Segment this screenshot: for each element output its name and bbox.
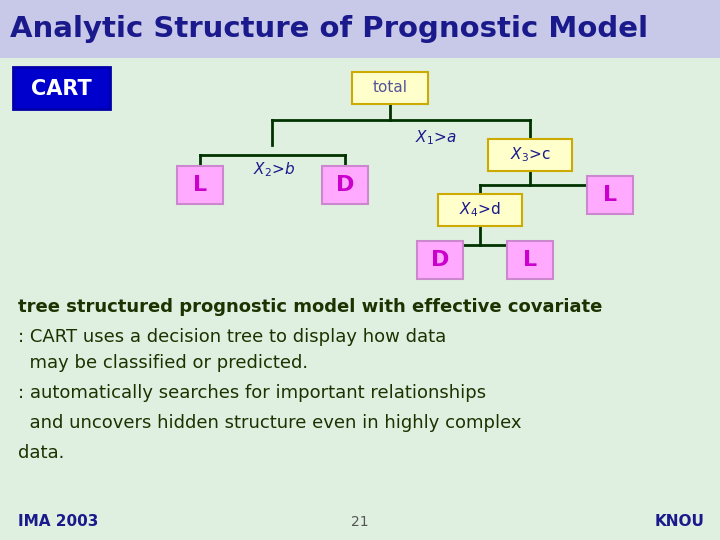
Text: IMA 2003: IMA 2003 — [18, 515, 99, 530]
Text: D: D — [336, 175, 354, 195]
Text: $X_4$>d: $X_4$>d — [459, 201, 500, 219]
Text: Analytic Structure of Prognostic Model: Analytic Structure of Prognostic Model — [10, 15, 648, 43]
Text: 21: 21 — [351, 515, 369, 529]
Text: : automatically searches for important relationships: : automatically searches for important r… — [18, 384, 486, 402]
FancyBboxPatch shape — [352, 72, 428, 104]
Text: CART: CART — [31, 79, 91, 99]
Text: total: total — [372, 80, 408, 96]
Text: $X_1$>a: $X_1$>a — [415, 129, 456, 147]
Text: $X_3$>c: $X_3$>c — [510, 146, 550, 164]
Text: D: D — [431, 250, 449, 270]
Text: and uncovers hidden structure even in highly complex: and uncovers hidden structure even in hi… — [18, 414, 521, 432]
Text: L: L — [603, 185, 617, 205]
FancyBboxPatch shape — [507, 241, 553, 279]
Text: : CART uses a decision tree to display how data: : CART uses a decision tree to display h… — [18, 328, 446, 346]
Text: tree structured prognostic model with effective covariate: tree structured prognostic model with ef… — [18, 298, 603, 316]
Text: data.: data. — [18, 444, 64, 462]
FancyBboxPatch shape — [13, 67, 110, 109]
FancyBboxPatch shape — [438, 194, 522, 226]
Text: may be classified or predicted.: may be classified or predicted. — [18, 354, 308, 372]
FancyBboxPatch shape — [322, 166, 368, 204]
FancyBboxPatch shape — [587, 176, 633, 214]
Bar — [0, 0, 720, 58]
FancyBboxPatch shape — [177, 166, 223, 204]
FancyBboxPatch shape — [488, 139, 572, 171]
Text: $X_2$>b: $X_2$>b — [253, 160, 295, 179]
Text: KNOU: KNOU — [655, 515, 705, 530]
Text: L: L — [193, 175, 207, 195]
FancyBboxPatch shape — [417, 241, 463, 279]
Text: L: L — [523, 250, 537, 270]
